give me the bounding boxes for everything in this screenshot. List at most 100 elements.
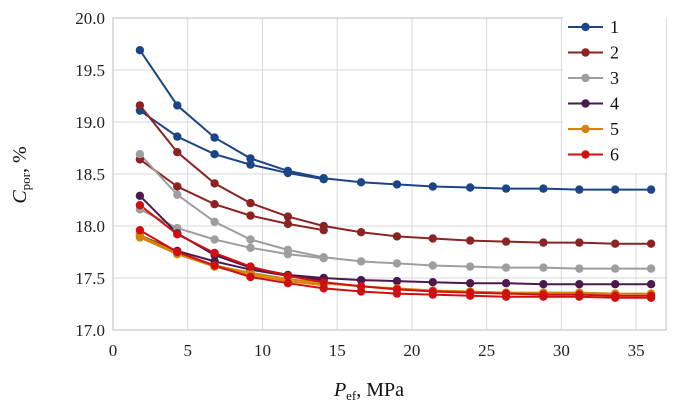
- data-point-6b: [466, 291, 475, 300]
- legend-swatch-marker: [581, 22, 590, 32]
- y-tick-label: 20.0: [75, 9, 105, 28]
- data-point-4a: [356, 275, 366, 285]
- data-point-3b: [319, 254, 328, 263]
- data-point-3b: [246, 243, 255, 252]
- data-point-2a: [575, 238, 584, 247]
- data-point-6b: [356, 287, 366, 296]
- x-tick-label: 0: [109, 341, 118, 360]
- legend: 1 2 3 4 5 6: [563, 12, 666, 173]
- legend-label: 5: [610, 119, 619, 139]
- data-point-3a: [392, 259, 402, 268]
- data-point-4a: [428, 278, 437, 287]
- data-point-3a: [428, 261, 437, 270]
- series-line-1b: [139, 109, 324, 181]
- data-point-6b: [501, 292, 511, 301]
- data-point-2a: [173, 148, 182, 157]
- data-point-6b: [646, 293, 656, 302]
- data-point-6b: [575, 292, 584, 301]
- data-point-6b: [611, 293, 620, 302]
- x-axis-label: Pef, MPa: [333, 379, 404, 403]
- data-point-3a: [539, 263, 548, 272]
- data-point-1a: [646, 185, 656, 194]
- legend-swatch-marker: [581, 150, 590, 159]
- legend-label: 2: [610, 43, 619, 63]
- data-point-6b: [392, 289, 402, 298]
- x-tick-label: 30: [553, 341, 570, 360]
- legend-swatch-marker: [581, 124, 590, 134]
- data-point-5b: [135, 233, 145, 242]
- x-tick-label: 15: [329, 341, 346, 360]
- data-point-4a: [646, 280, 656, 289]
- data-point-2a: [135, 101, 145, 110]
- data-point-6a: [210, 248, 219, 258]
- y-tick-label: 17.0: [75, 321, 105, 340]
- legend-label: 6: [610, 145, 619, 165]
- y-label-main: C: [9, 190, 31, 204]
- x-tick-label: 20: [403, 341, 420, 360]
- data-point-3b: [283, 249, 293, 259]
- data-point-1b: [173, 132, 182, 141]
- data-point-2a: [466, 236, 475, 245]
- data-point-2b: [246, 211, 255, 220]
- data-point-1a: [611, 185, 620, 194]
- data-point-6a: [283, 271, 293, 281]
- legend-label: 4: [610, 94, 619, 114]
- data-point-2a: [611, 239, 620, 248]
- data-point-1a: [501, 184, 511, 193]
- data-point-3a: [356, 257, 366, 266]
- data-point-3a: [575, 264, 584, 273]
- data-point-1a: [173, 101, 182, 110]
- data-point-3a: [173, 190, 182, 199]
- data-point-3a: [501, 263, 511, 272]
- data-point-3a: [135, 150, 145, 159]
- data-point-1a: [428, 182, 437, 191]
- axes: 0 5 10 15 20 25 30 3517.017.518.018.519.019.520…: [75, 9, 667, 360]
- data-point-6b: [428, 290, 437, 299]
- legend-swatch-marker: [581, 48, 590, 57]
- series-points: [135, 46, 656, 302]
- data-point-4a: [539, 280, 548, 289]
- data-point-2a: [246, 198, 255, 208]
- legend-label: 1: [610, 17, 619, 37]
- data-point-1b: [319, 175, 328, 184]
- data-point-1a: [356, 178, 366, 187]
- data-point-3a: [611, 264, 620, 273]
- y-tick-label: 17.5: [75, 269, 105, 288]
- data-point-1a: [135, 46, 145, 55]
- data-point-2a: [539, 238, 548, 247]
- data-point-1b: [210, 150, 219, 159]
- legend-label: 3: [610, 68, 619, 88]
- data-point-1a: [466, 183, 475, 192]
- y-label-sub: por: [18, 172, 33, 190]
- data-point-6b: [283, 279, 293, 288]
- series-line-3b: [139, 208, 324, 260]
- data-point-2a: [210, 179, 219, 188]
- x-label-sub: ef: [346, 388, 357, 403]
- data-point-6b: [173, 247, 182, 257]
- data-point-6b: [246, 272, 255, 282]
- data-point-6a: [246, 262, 255, 271]
- data-point-6b: [539, 292, 548, 301]
- data-point-4a: [575, 280, 584, 289]
- data-point-4a: [501, 279, 511, 288]
- data-point-6a: [135, 201, 145, 210]
- data-point-3b: [210, 235, 219, 244]
- x-label-main: P: [333, 379, 346, 401]
- data-point-1a: [210, 133, 219, 142]
- x-tick-label: 25: [478, 341, 495, 360]
- data-point-2b: [173, 182, 182, 191]
- y-tick-label: 19.5: [75, 61, 105, 80]
- data-point-4a: [135, 191, 145, 200]
- data-point-6a: [319, 278, 328, 287]
- data-point-4a: [466, 279, 475, 288]
- series-line-2b: [139, 158, 324, 232]
- data-point-2a: [392, 232, 402, 241]
- data-point-2a: [646, 239, 656, 248]
- legend-swatch-marker: [581, 99, 590, 108]
- data-point-2a: [283, 212, 293, 221]
- data-point-1a: [539, 184, 548, 193]
- data-point-2b: [210, 200, 219, 209]
- y-tick-label: 18.5: [75, 165, 105, 184]
